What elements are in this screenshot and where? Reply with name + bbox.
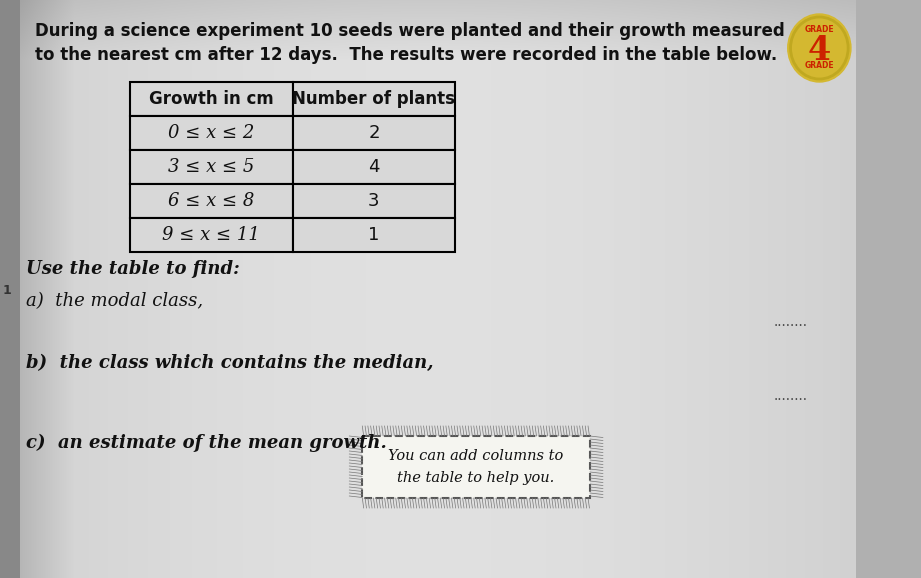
Circle shape bbox=[787, 14, 851, 82]
Bar bbox=[293, 218, 455, 252]
Bar bbox=[130, 116, 293, 150]
Text: 1: 1 bbox=[3, 283, 12, 297]
Bar bbox=[130, 184, 293, 218]
Text: to the nearest cm after 12 days.  The results were recorded in the table below.: to the nearest cm after 12 days. The res… bbox=[35, 46, 777, 64]
Text: GRADE: GRADE bbox=[805, 25, 834, 35]
Text: Number of plants: Number of plants bbox=[292, 90, 455, 108]
Text: 2: 2 bbox=[368, 124, 379, 142]
Text: Use the table to find:: Use the table to find: bbox=[26, 260, 239, 278]
Bar bbox=[0, 0, 20, 578]
Bar bbox=[293, 82, 455, 116]
Bar bbox=[293, 184, 455, 218]
Text: 9 ≤ x ≤ 11: 9 ≤ x ≤ 11 bbox=[162, 226, 261, 244]
Text: the table to help you.: the table to help you. bbox=[398, 471, 554, 485]
Text: 1: 1 bbox=[368, 226, 379, 244]
Bar bbox=[293, 150, 455, 184]
Bar bbox=[362, 436, 589, 498]
Text: a)  the modal class,: a) the modal class, bbox=[26, 292, 204, 310]
Text: 4: 4 bbox=[368, 158, 379, 176]
Bar bbox=[362, 436, 589, 498]
Text: 6 ≤ x ≤ 8: 6 ≤ x ≤ 8 bbox=[169, 192, 254, 210]
Bar bbox=[293, 116, 455, 150]
Bar bbox=[130, 218, 293, 252]
Text: During a science experiment 10 seeds were planted and their growth measured: During a science experiment 10 seeds wer… bbox=[35, 22, 785, 40]
Text: 3 ≤ x ≤ 5: 3 ≤ x ≤ 5 bbox=[169, 158, 254, 176]
Bar bbox=[130, 150, 293, 184]
Text: b)  the class which contains the median,: b) the class which contains the median, bbox=[26, 354, 434, 372]
Text: 4: 4 bbox=[808, 34, 831, 66]
Text: ........: ........ bbox=[775, 315, 809, 329]
Text: 0 ≤ x ≤ 2: 0 ≤ x ≤ 2 bbox=[169, 124, 254, 142]
Text: c)  an estimate of the mean growth.: c) an estimate of the mean growth. bbox=[26, 434, 387, 452]
Text: ........: ........ bbox=[775, 389, 809, 403]
Text: You can add columns to: You can add columns to bbox=[389, 449, 564, 463]
Text: 3: 3 bbox=[368, 192, 379, 210]
Text: Growth in cm: Growth in cm bbox=[149, 90, 274, 108]
Bar bbox=[130, 82, 293, 116]
Text: GRADE: GRADE bbox=[805, 61, 834, 71]
